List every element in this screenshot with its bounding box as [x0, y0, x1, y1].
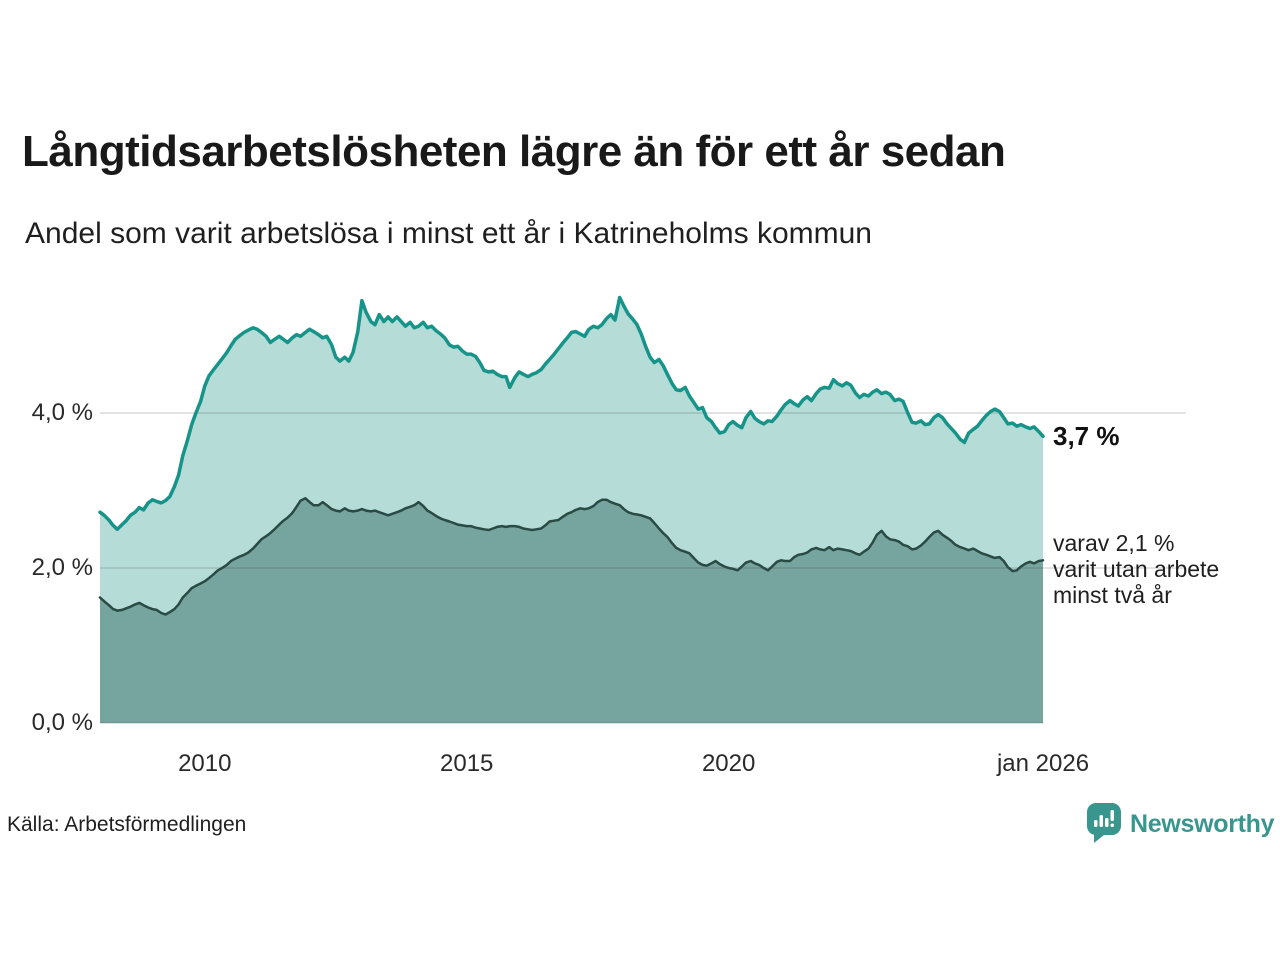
x-tick-label: jan 2026 [996, 750, 1090, 777]
bar-chart-bubble-icon [1087, 803, 1121, 844]
x-tick-label: 2010 [178, 750, 232, 777]
page-subtitle: Andel som varit arbetslösa i minst ett å… [25, 217, 872, 250]
end-value-label: 3,7 % [1053, 421, 1120, 452]
y-tick-label: 2,0 % [31, 554, 93, 581]
page-title: Långtidsarbetslösheten lägre än för ett … [22, 127, 1006, 176]
y-tick-label: 0,0 % [31, 709, 93, 736]
source-note: Källa: Arbetsförmedlingen [7, 813, 247, 836]
newsworthy-logo: Newsworthy [1087, 803, 1275, 844]
x-tick-label: 2015 [440, 750, 494, 777]
newsworthy-wordmark: Newsworthy [1130, 809, 1275, 838]
x-tick-label: 2020 [701, 750, 756, 777]
y-tick-label: 4,0 % [31, 399, 93, 426]
end-note-label: varav 2,1 % varit utan arbete minst två … [1053, 530, 1220, 608]
